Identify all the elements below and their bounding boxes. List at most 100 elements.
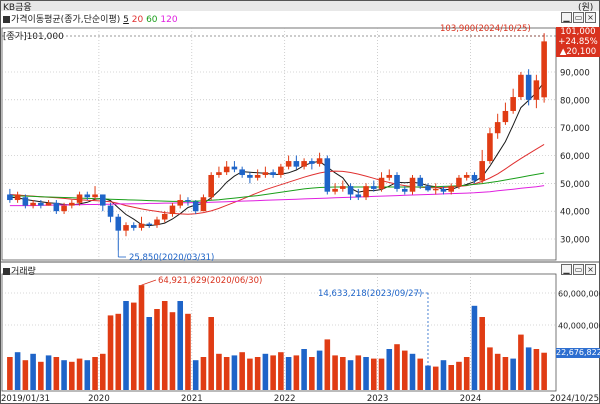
candle-body [324,158,331,192]
ma-period-20: 20 [131,15,144,25]
candle [231,161,238,173]
candle-body [123,225,129,231]
candle [22,194,29,209]
moving-average-lines [9,81,545,227]
volume-bar [45,355,52,390]
panel-maximize-icon[interactable]: ▭ [573,12,584,23]
candle-body [154,219,160,226]
candle-body [471,174,478,181]
candle-body [370,186,377,189]
candle-body [309,161,315,164]
candle-body [247,174,253,178]
volume-bar [53,357,60,390]
change-pct-badge: +24.85% [556,37,600,47]
x-axis: 2019/01/31 2020 2021 2022 2023 2024 2024/10/25 [1,394,599,404]
ma-period-60: 60 [146,15,158,25]
volume-bar [216,353,222,390]
candle-body [510,97,516,111]
volume-bar [479,317,485,390]
candle [14,191,21,203]
volume-bar [316,350,323,390]
unit-label: (원) [578,3,594,13]
candle [223,161,230,175]
candle-body [192,201,199,212]
volume-bar [138,285,145,390]
volume-bar [533,349,540,390]
volume-bar [154,309,160,390]
candle [541,33,547,103]
candle-body [347,186,354,195]
price-tick-label: 40,000 [560,208,590,218]
candle-body [316,158,323,164]
volume-bar [518,334,524,390]
moving-average-ma120 [9,185,545,207]
candle-body [22,197,29,206]
candle-body [378,177,385,189]
candle [502,102,509,125]
volume-close-icon[interactable]: × [585,264,596,275]
volume-bar [378,358,385,390]
volume-bar [270,355,276,390]
candle-body [115,216,122,231]
candle-body [99,194,106,206]
volume-bar [200,357,207,390]
candle-body [76,194,83,203]
volume-bar [130,302,137,390]
volume-bar [494,353,501,390]
close-price-label: [종가]101,000 [3,32,64,42]
candle [386,169,393,181]
panel-close-icon[interactable]: × [585,12,596,23]
volume-panel: 40,000,000 60,000,000 64,921,629(2020/06/… [1,273,600,392]
candle [440,186,447,195]
volume-tick-label: 40,000,000 [558,322,600,331]
candle-body [463,174,470,178]
candle [107,202,114,223]
candle-body [285,161,292,167]
candle [115,213,122,251]
candle-body [84,194,91,198]
candle [84,191,91,201]
candle [487,127,493,164]
indicator-menu-icon[interactable] [3,16,10,23]
candle-body [518,74,524,98]
volume-bar [487,347,493,390]
candle [76,191,83,206]
volume-bar [440,360,447,390]
candle [425,183,431,192]
volume-title: 거래량 [11,267,36,277]
candle-body [138,223,145,228]
price-panel: 30,000 40,000 50,000 60,000 70,000 80,000 90,0… [1,24,590,263]
candle-body [270,172,276,175]
candle-body [432,188,439,191]
price-indicator-legend: 가격이동평균(종가,단순이평) 5 20 60 120 [3,12,178,25]
volume-grid [2,274,556,390]
x-tick-label: 2024 [460,394,482,404]
candle [130,222,137,231]
volume-menu-icon[interactable] [3,268,10,275]
volume-bar [355,355,362,390]
candle [370,180,377,192]
candle-body [541,41,547,98]
candle [510,88,516,114]
x-tick-label: 2019/01/31 [1,394,50,404]
volume-bar [340,357,346,390]
volume-maximize-icon[interactable]: ▭ [573,264,584,275]
volume-bar [115,313,122,390]
candle [432,183,439,195]
candle [324,155,331,195]
candle-body [456,177,462,187]
volume-bar [278,352,284,390]
volume-bar [38,361,44,390]
volume-minimize-icon[interactable]: ▁ [561,264,572,275]
volume-bar [223,357,230,390]
candle [154,216,160,228]
candle [69,200,75,209]
volume-bar [107,315,114,390]
candle [363,183,369,201]
volume-bar [471,305,478,390]
candle [138,216,145,231]
max-volume-leader [141,279,157,286]
volume-bar [525,347,532,390]
volume-bar [301,349,307,390]
panel-minimize-icon[interactable]: ▁ [561,12,572,23]
